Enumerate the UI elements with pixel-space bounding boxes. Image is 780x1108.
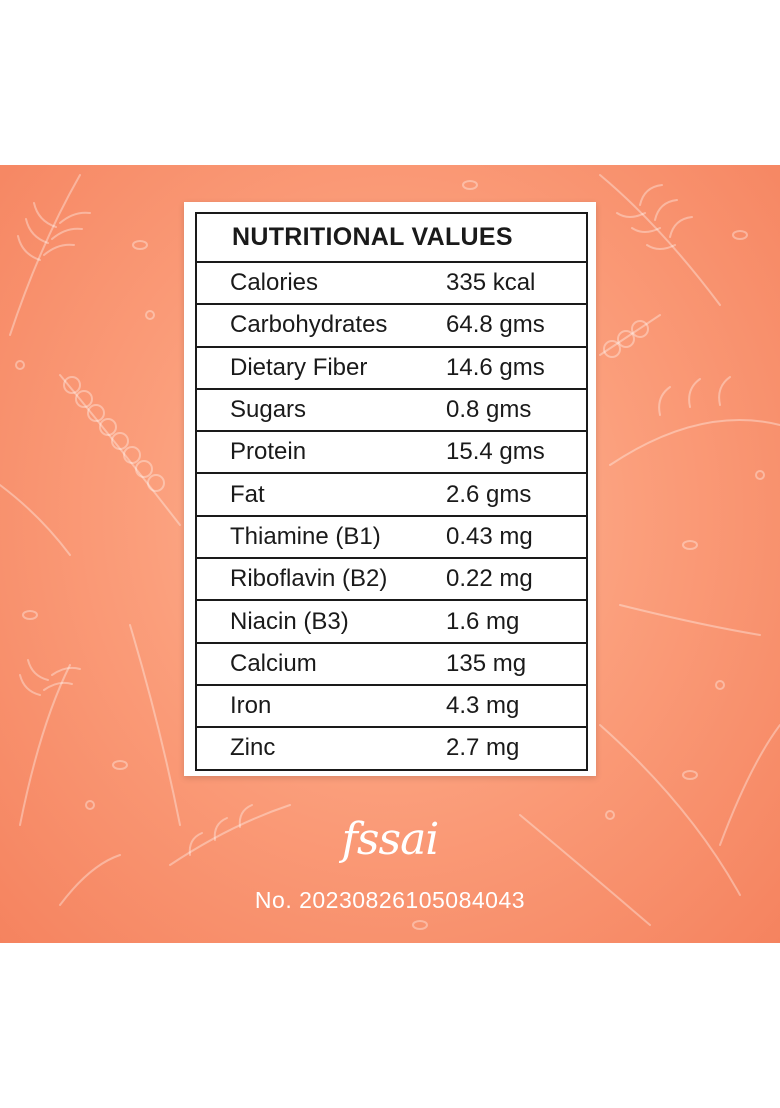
table-row: Carbohydrates 64.8 gms: [195, 303, 588, 348]
table-title: NUTRITIONAL VALUES: [195, 212, 588, 263]
nutrient-name: Sugars: [195, 387, 446, 433]
table-row: Dietary Fiber 14.6 gms: [195, 345, 588, 390]
nutrient-name: Thiamine (B1): [195, 514, 446, 560]
nutrient-name: Carbohydrates: [195, 303, 446, 348]
table-header-row: NUTRITIONAL VALUES: [195, 212, 588, 263]
nutrient-value: 335 kcal: [446, 260, 588, 306]
table-row: Riboflavin (B2) 0.22 mg: [195, 557, 588, 602]
nutrition-card: NUTRITIONAL VALUES Calories 335 kcal Carbo…: [184, 202, 596, 776]
nutrient-value: 4.3 mg: [446, 683, 588, 729]
nutrient-name: Iron: [195, 683, 446, 729]
table-row: Calcium 135 mg: [195, 641, 588, 686]
table-row: Thiamine (B1) 0.43 mg: [195, 514, 588, 560]
nutrient-value: 2.6 gms: [446, 472, 588, 517]
nutrient-value: 64.8 gms: [446, 303, 588, 348]
nutrient-value: 2.7 mg: [446, 726, 588, 771]
wheat-pattern-decoration: [0, 174, 780, 930]
table-row: Fat 2.6 gms: [195, 472, 588, 517]
nutrient-value: 14.6 gms: [446, 345, 588, 390]
table-row: Protein 15.4 gms: [195, 430, 588, 475]
background-panel: NUTRITIONAL VALUES Calories 335 kcal Carbo…: [0, 165, 780, 943]
table-row: Zinc 2.7 mg: [195, 726, 588, 771]
nutrient-value: 0.8 gms: [446, 387, 588, 433]
nutrient-name: Calcium: [195, 641, 446, 686]
license-number: No. 20230826105084043: [254, 887, 526, 913]
table-row: Calories 335 kcal: [195, 260, 588, 306]
nutrient-value: 0.43 mg: [446, 514, 588, 560]
nutrient-name: Dietary Fiber: [195, 345, 446, 390]
nutrient-value: 135 mg: [446, 641, 588, 686]
nutrient-name: Zinc: [195, 726, 446, 771]
nutrient-name: Calories: [195, 260, 446, 306]
nutrition-table: NUTRITIONAL VALUES Calories 335 kcal Carbo…: [195, 212, 588, 771]
nutrient-name: Niacin (B3): [195, 599, 446, 644]
table-row: Sugars 0.8 gms: [195, 387, 588, 433]
nutrient-name: Riboflavin (B2): [195, 557, 446, 602]
nutrient-value: 0.22 mg: [446, 557, 588, 602]
table-row: Iron 4.3 mg: [195, 683, 588, 729]
nutrient-value: 1.6 mg: [446, 599, 588, 644]
nutrient-value: 15.4 gms: [446, 430, 588, 475]
nutrient-name: Protein: [195, 430, 446, 475]
fssai-logo: fssai: [341, 814, 440, 865]
table-row: Niacin (B3) 1.6 mg: [195, 599, 588, 644]
nutrient-name: Fat: [195, 472, 446, 517]
